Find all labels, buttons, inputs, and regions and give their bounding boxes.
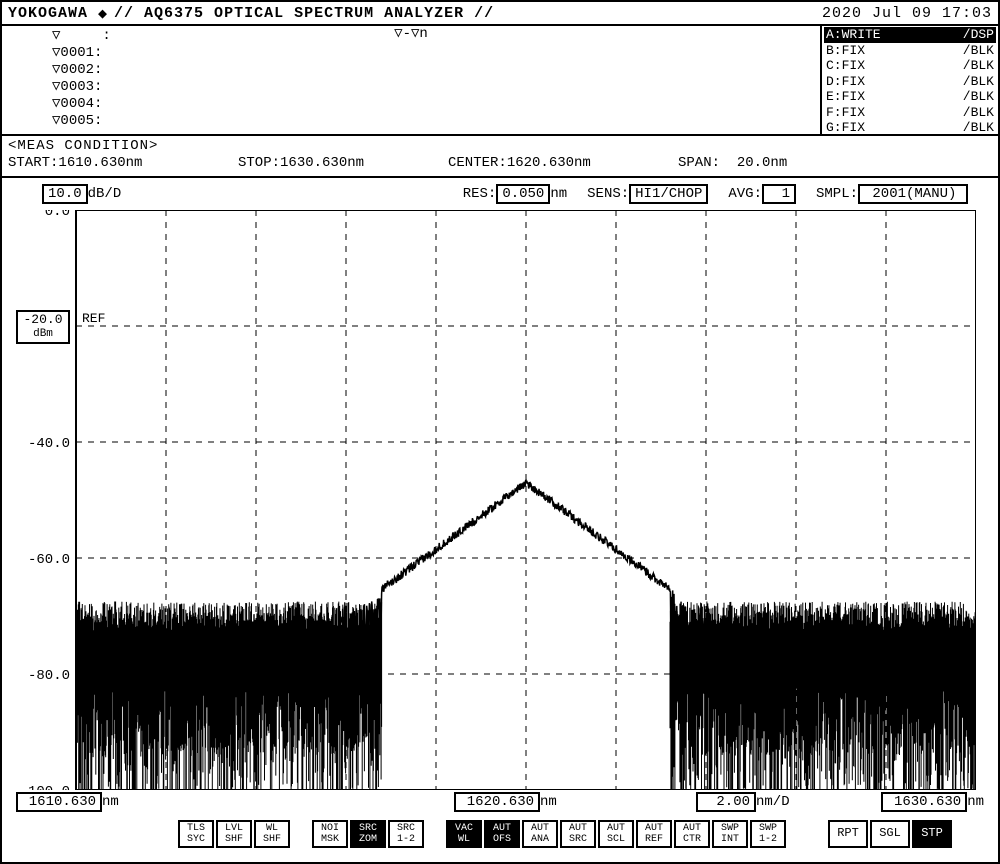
softkey-bar: TLSSYCLVLSHFWLSHF NOIMSKSRCZOMSRC1-2 VACWL… <box>2 820 998 848</box>
softkey[interactable]: NOIMSK <box>312 820 348 848</box>
softkey[interactable]: RPT <box>828 820 868 848</box>
softkey[interactable]: AUTSRC <box>560 820 596 848</box>
axis-end[interactable]: 1630.630nm <box>881 792 984 812</box>
avg-setting[interactable]: AVG:1 <box>728 184 796 204</box>
smpl-setting[interactable]: SMPL: 2001(MANU) <box>816 184 968 204</box>
model-label: // AQ6375 OPTICAL SPECTRUM ANALYZER // <box>114 5 822 22</box>
marker-row: ▽0002: <box>52 62 816 79</box>
ref-level-box[interactable]: -20.0 dBm <box>16 310 70 344</box>
softkey[interactable]: LVLSHF <box>216 820 252 848</box>
trace-row[interactable]: B:FIX/BLK <box>824 43 996 59</box>
upper-panel: ▽-▽n ▽ :▽0001:▽0002:▽0003:▽0004:▽0005: A… <box>2 24 998 136</box>
softkey[interactable]: AUTCTR <box>674 820 710 848</box>
axis-start[interactable]: 1610.630nm <box>16 792 119 812</box>
softkey[interactable]: TLSSYC <box>178 820 214 848</box>
svg-text:-40.0: -40.0 <box>28 436 70 452</box>
meas-span: SPAN: 20.0nm <box>678 155 878 172</box>
diamond-icon: ◆ <box>98 4 108 23</box>
meas-stop: STOP:1630.630nm <box>238 155 448 172</box>
settings-strip: 10.0dB/D RES:0.050nm SENS:HI1/CHOP AVG:1… <box>2 178 998 208</box>
trace-list: A:WRITE/DSPB:FIX/BLKC:FIX/BLKD:FIX/BLKE:… <box>822 26 998 134</box>
softkey[interactable]: AUTREF <box>636 820 672 848</box>
svg-text:REF: REF <box>82 311 105 326</box>
title-bar: YOKOGAWA ◆ // AQ6375 OPTICAL SPECTRUM AN… <box>2 2 998 24</box>
scale-setting[interactable]: 10.0dB/D <box>42 184 121 204</box>
svg-text:-80.0: -80.0 <box>28 668 70 684</box>
softkey[interactable]: VACWL <box>446 820 482 848</box>
brand-label: YOKOGAWA <box>8 5 88 22</box>
trace-row[interactable]: A:WRITE/DSP <box>824 27 996 43</box>
marker-expression: ▽-▽n <box>2 26 820 43</box>
softkey[interactable]: AUTOFS <box>484 820 520 848</box>
softkey[interactable]: WLSHF <box>254 820 290 848</box>
trace-row[interactable]: C:FIX/BLK <box>824 58 996 74</box>
softkey[interactable]: SRC1-2 <box>388 820 424 848</box>
meas-title: <MEAS CONDITION> <box>8 138 992 155</box>
trace-row[interactable]: G:FIX/BLK <box>824 120 996 136</box>
trace-row[interactable]: F:FIX/BLK <box>824 105 996 121</box>
marker-list: ▽-▽n ▽ :▽0001:▽0002:▽0003:▽0004:▽0005: <box>2 26 822 134</box>
svg-text:-60.0: -60.0 <box>28 552 70 568</box>
marker-row: ▽0004: <box>52 96 816 113</box>
meas-condition: <MEAS CONDITION> START:1610.630nm STOP:1… <box>2 136 998 178</box>
datetime-label: 2020 Jul 09 17:03 <box>822 5 992 22</box>
trace-row[interactable]: E:FIX/BLK <box>824 89 996 105</box>
sens-setting[interactable]: SENS:HI1/CHOP <box>587 184 708 204</box>
softkey[interactable]: AUTSCL <box>598 820 634 848</box>
res-setting[interactable]: RES:0.050nm <box>463 184 567 204</box>
softkey[interactable]: AUTANA <box>522 820 558 848</box>
svg-text:0.0: 0.0 <box>45 210 70 220</box>
meas-center: CENTER:1620.630nm <box>448 155 678 172</box>
x-axis-readout: 1610.630nm 1620.630nm 2.00nm/D 1630.630n… <box>16 792 984 816</box>
svg-text:-100.0: -100.0 <box>20 784 70 790</box>
softkey[interactable]: STP <box>912 820 952 848</box>
marker-row: ▽0003: <box>52 79 816 96</box>
trace-row[interactable]: D:FIX/BLK <box>824 74 996 90</box>
axis-center[interactable]: 1620.630nm <box>454 792 557 812</box>
meas-start: START:1610.630nm <box>8 155 238 172</box>
axis-div[interactable]: 2.00nm/D <box>696 792 790 812</box>
softkey[interactable]: SRCZOM <box>350 820 386 848</box>
spectrum-chart: 0.0 -40.0 -60.0 -80.0 -100.0 REF -20.0 dBm <box>16 210 984 790</box>
softkey[interactable]: SWP1-2 <box>750 820 786 848</box>
softkey[interactable]: SGL <box>870 820 910 848</box>
marker-row: ▽0005: <box>52 113 816 130</box>
marker-row: ▽0001: <box>52 45 816 62</box>
softkey[interactable]: SWPINT <box>712 820 748 848</box>
